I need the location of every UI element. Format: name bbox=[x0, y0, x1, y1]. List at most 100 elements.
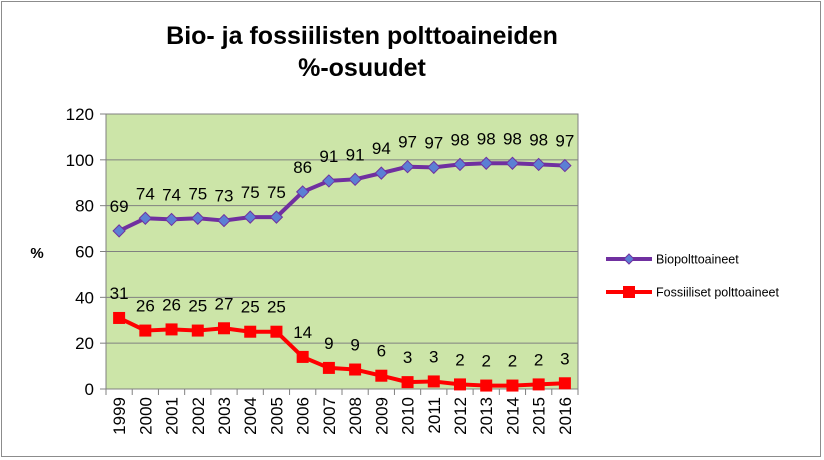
data-label: 26 bbox=[136, 297, 155, 316]
data-label: 2 bbox=[481, 352, 490, 371]
data-label: 98 bbox=[529, 130, 548, 149]
bio-data-point bbox=[164, 212, 179, 227]
x-tick-label: 2009 bbox=[372, 397, 391, 435]
data-label: 31 bbox=[110, 284, 129, 303]
x-tick-label: 2015 bbox=[530, 397, 549, 435]
x-tick-label: 2000 bbox=[136, 397, 155, 435]
data-label: 94 bbox=[372, 139, 391, 158]
bio-data-point bbox=[558, 158, 572, 173]
data-label: 9 bbox=[324, 334, 333, 353]
data-label: 75 bbox=[241, 183, 260, 202]
bio-data-point bbox=[479, 156, 493, 170]
fossil-data-point bbox=[427, 375, 440, 388]
fossil-data-point bbox=[349, 363, 362, 376]
x-tick-label: 2004 bbox=[241, 397, 260, 435]
x-tick-label: 2008 bbox=[346, 397, 365, 435]
data-label: 75 bbox=[267, 183, 286, 202]
fossil-data-point bbox=[270, 325, 283, 338]
data-label: 2 bbox=[508, 352, 517, 371]
data-label: 69 bbox=[110, 197, 129, 216]
data-label: 98 bbox=[477, 129, 496, 148]
chart-title: Bio- ja fossiilisten polttoaineiden %-os… bbox=[166, 22, 558, 82]
fossil-data-point bbox=[191, 324, 204, 337]
bio-data-point bbox=[322, 174, 336, 188]
x-tick-label: 2006 bbox=[294, 397, 313, 435]
x-tick-label: 2016 bbox=[556, 397, 575, 435]
data-label: 74 bbox=[136, 184, 155, 203]
x-tick-label: 1999 bbox=[110, 397, 129, 435]
fossil-data-point bbox=[296, 350, 309, 363]
y-tick-label: 20 bbox=[75, 334, 94, 353]
fossil-data-point bbox=[401, 376, 414, 389]
fossil-data-point bbox=[558, 377, 571, 390]
x-tick-label: 2001 bbox=[163, 397, 182, 435]
fossil-data-point bbox=[506, 379, 519, 392]
data-label: 86 bbox=[293, 158, 312, 177]
bio-data-point bbox=[112, 224, 126, 238]
x-tick-label: 2002 bbox=[189, 397, 208, 435]
bio-data-point bbox=[269, 210, 284, 224]
legend-label: Fossiiliset polttoaineet bbox=[656, 286, 780, 300]
data-label: 25 bbox=[241, 298, 260, 317]
fossil-data-point bbox=[375, 369, 388, 382]
y-tick-label: 120 bbox=[66, 105, 94, 124]
x-tick-label: 2003 bbox=[215, 397, 234, 435]
data-label: 14 bbox=[293, 323, 312, 342]
y-tick-label: 60 bbox=[75, 243, 94, 262]
data-label: 2 bbox=[455, 350, 464, 369]
x-tick-label: 2011 bbox=[425, 397, 444, 434]
data-label: 91 bbox=[319, 147, 338, 166]
data-label: 2 bbox=[534, 350, 543, 369]
data-label: 27 bbox=[215, 294, 234, 313]
data-label: 25 bbox=[188, 297, 207, 316]
bio-data-point bbox=[295, 185, 310, 199]
data-label: 91 bbox=[346, 145, 365, 164]
legend-label: Biopolttoaineet bbox=[656, 253, 739, 267]
fossil-data-point bbox=[480, 379, 493, 392]
y-tick-label: 100 bbox=[66, 151, 94, 170]
fossil-data-point bbox=[244, 325, 257, 338]
bio-data-point bbox=[505, 156, 520, 170]
x-tick-label: 2013 bbox=[477, 397, 496, 435]
data-label: 97 bbox=[555, 132, 574, 151]
bio-data-point bbox=[427, 160, 441, 175]
data-label: 98 bbox=[451, 130, 470, 149]
data-label: 98 bbox=[503, 129, 522, 148]
x-tick-label: 2014 bbox=[503, 397, 522, 435]
bio-data-point bbox=[138, 211, 153, 225]
data-label: 97 bbox=[398, 133, 417, 152]
fossil-data-point bbox=[454, 378, 466, 391]
bio-data-point bbox=[374, 166, 389, 180]
bio-data-point bbox=[453, 157, 467, 172]
x-tick-label: 2010 bbox=[399, 397, 418, 435]
x-tick-label: 2005 bbox=[267, 397, 286, 435]
fossil-data-point bbox=[218, 322, 230, 335]
x-tick-label: 2012 bbox=[451, 397, 470, 435]
data-label: 3 bbox=[429, 347, 438, 366]
y-tick-label: 40 bbox=[75, 288, 94, 307]
data-label: 97 bbox=[424, 133, 443, 152]
data-label: 3 bbox=[560, 349, 569, 368]
bio-data-point bbox=[400, 160, 415, 174]
bio-data-point bbox=[191, 211, 205, 225]
fossil-data-point bbox=[532, 378, 545, 391]
bio-data-point bbox=[217, 213, 231, 228]
legend-marker-diamond bbox=[623, 253, 635, 265]
fossil-data-point bbox=[322, 361, 335, 374]
fossil-data-point bbox=[165, 323, 178, 336]
data-label: 9 bbox=[350, 336, 359, 355]
legend-marker-square bbox=[623, 286, 635, 298]
x-tick-label: 2007 bbox=[320, 397, 339, 435]
fossil-data-point bbox=[139, 324, 152, 337]
data-label: 26 bbox=[162, 295, 181, 314]
bio-data-point bbox=[348, 172, 362, 187]
data-label: 74 bbox=[162, 185, 181, 204]
fossil-data-point bbox=[113, 311, 126, 324]
bio-data-point bbox=[243, 210, 257, 224]
data-label: 6 bbox=[377, 342, 386, 361]
y-axis-label: % bbox=[30, 245, 43, 262]
y-tick-label: 0 bbox=[85, 380, 94, 399]
data-label: 3 bbox=[403, 348, 412, 367]
y-tick-label: 80 bbox=[75, 197, 94, 216]
